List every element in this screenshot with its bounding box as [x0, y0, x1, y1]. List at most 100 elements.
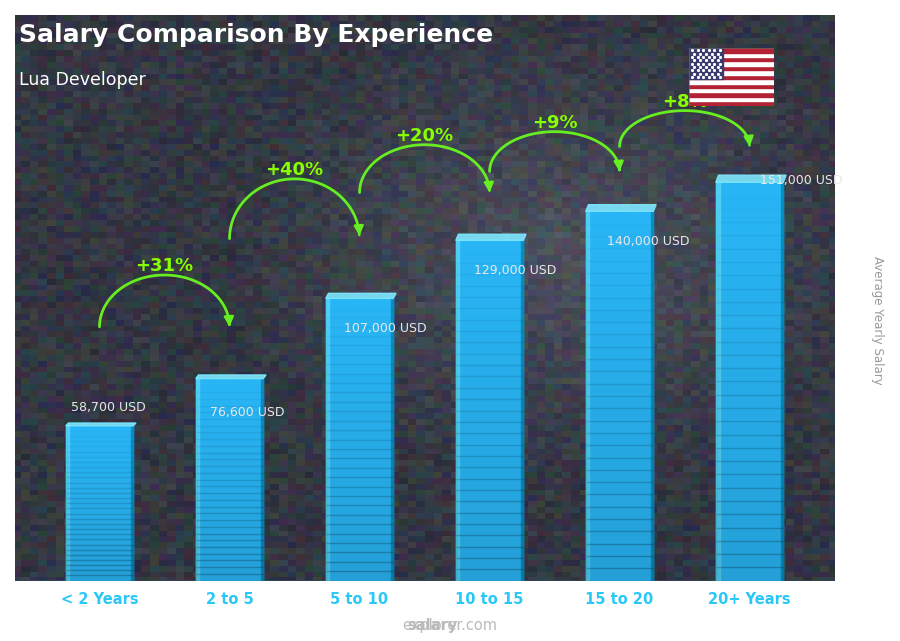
Text: 129,000 USD: 129,000 USD — [474, 264, 556, 278]
Text: 58,700 USD: 58,700 USD — [71, 401, 146, 414]
Bar — [455, 558, 524, 569]
Bar — [455, 308, 524, 320]
Bar — [66, 483, 133, 488]
Bar — [326, 571, 393, 581]
Bar — [66, 498, 133, 503]
Bar — [586, 482, 653, 494]
Bar — [688, 48, 774, 53]
Bar — [326, 420, 393, 430]
Polygon shape — [195, 379, 200, 581]
Bar — [716, 528, 783, 541]
Bar — [586, 212, 653, 224]
Polygon shape — [326, 298, 329, 581]
Bar — [195, 473, 264, 479]
Bar — [688, 101, 774, 106]
Bar — [586, 396, 653, 408]
Bar — [66, 565, 133, 570]
Bar — [716, 182, 783, 196]
Polygon shape — [391, 298, 393, 581]
Bar — [716, 275, 783, 288]
Bar — [455, 422, 524, 433]
Bar — [688, 53, 774, 57]
Bar — [195, 433, 264, 439]
Bar — [716, 355, 783, 368]
Bar — [716, 249, 783, 262]
Text: Average Yearly Salary: Average Yearly Salary — [871, 256, 884, 385]
Bar — [716, 288, 783, 302]
Bar — [195, 533, 264, 540]
Bar — [716, 567, 783, 581]
Text: 140,000 USD: 140,000 USD — [607, 235, 689, 248]
Bar — [66, 441, 133, 446]
Bar — [326, 487, 393, 496]
Bar — [66, 524, 133, 529]
Bar — [66, 488, 133, 493]
Bar — [326, 496, 393, 505]
Bar — [455, 513, 524, 524]
Polygon shape — [195, 375, 266, 379]
Bar — [66, 462, 133, 467]
Bar — [586, 285, 653, 297]
Bar — [716, 209, 783, 222]
Bar — [66, 431, 133, 436]
Bar — [66, 426, 133, 581]
Text: explorer.com: explorer.com — [402, 619, 498, 633]
Bar — [455, 240, 524, 252]
Bar — [326, 449, 393, 458]
Bar — [66, 539, 133, 544]
Polygon shape — [130, 426, 133, 581]
Bar — [66, 446, 133, 452]
Bar — [195, 547, 264, 554]
Bar — [455, 479, 524, 490]
Bar — [586, 236, 653, 248]
Bar — [195, 540, 264, 547]
Bar — [195, 385, 264, 392]
Bar — [455, 524, 524, 535]
Bar — [455, 286, 524, 297]
Bar — [326, 430, 393, 440]
Text: +31%: +31% — [136, 257, 194, 275]
Text: 107,000 USD: 107,000 USD — [344, 322, 427, 335]
Bar — [326, 543, 393, 553]
Bar — [455, 331, 524, 342]
Bar — [716, 235, 783, 249]
Bar — [326, 336, 393, 345]
Bar — [326, 355, 393, 364]
Bar — [66, 426, 133, 431]
Bar — [195, 453, 264, 460]
Bar — [326, 308, 393, 317]
Bar — [66, 472, 133, 478]
Bar — [455, 456, 524, 467]
Bar — [326, 440, 393, 449]
Bar — [66, 519, 133, 524]
Bar — [688, 88, 774, 92]
Bar — [66, 493, 133, 498]
Text: 76,600 USD: 76,600 USD — [210, 406, 284, 419]
Bar — [326, 317, 393, 327]
Bar — [326, 345, 393, 355]
Polygon shape — [261, 379, 264, 581]
Bar — [326, 402, 393, 412]
Bar — [716, 368, 783, 381]
Bar — [195, 379, 264, 385]
Bar — [195, 479, 264, 487]
Text: salary: salary — [408, 619, 458, 633]
Bar — [195, 392, 264, 399]
Bar — [716, 381, 783, 395]
Bar — [586, 371, 653, 384]
Bar — [688, 83, 774, 88]
Bar — [326, 458, 393, 468]
Bar — [195, 567, 264, 574]
Bar — [66, 555, 133, 560]
Polygon shape — [781, 182, 783, 581]
Bar — [66, 529, 133, 534]
Bar — [716, 501, 783, 514]
Bar — [716, 262, 783, 275]
Bar — [195, 379, 264, 581]
Bar — [66, 467, 133, 472]
Bar — [326, 298, 393, 581]
Bar — [586, 335, 653, 347]
Bar — [326, 392, 393, 402]
Bar — [716, 435, 783, 448]
Bar — [716, 554, 783, 567]
